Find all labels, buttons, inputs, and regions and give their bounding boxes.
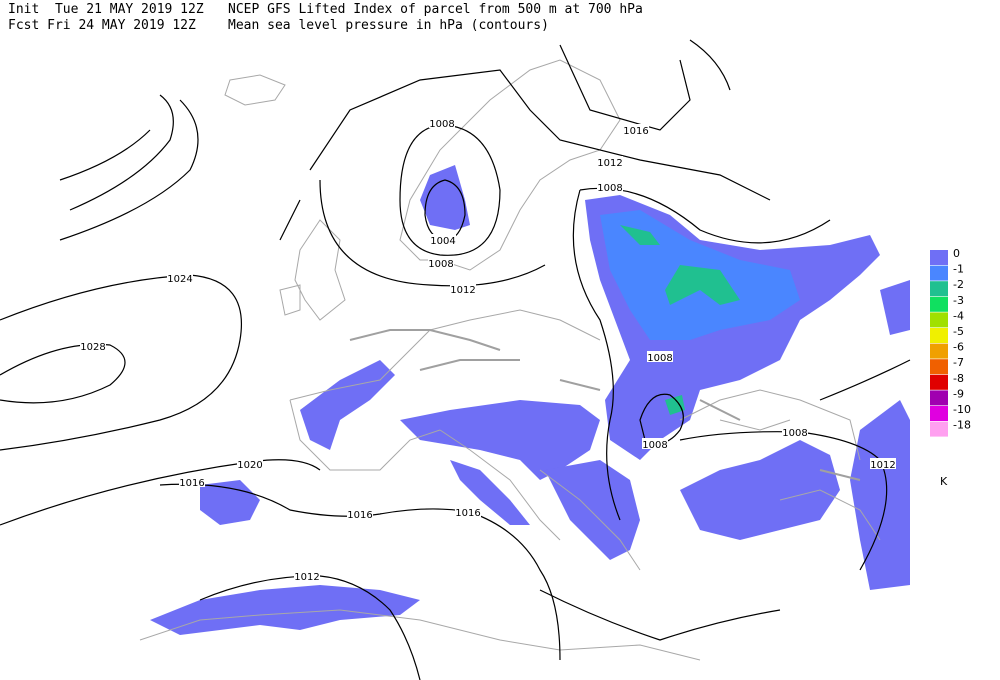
contour-label: 1012 bbox=[597, 158, 622, 169]
area bbox=[680, 440, 840, 540]
forecast-time: Fcst Fri 24 MAY 2019 12Z bbox=[8, 18, 196, 33]
isobar bbox=[559, 44, 691, 131]
legend-unit: K bbox=[940, 475, 948, 488]
isobar bbox=[0, 459, 321, 526]
legend-swatch bbox=[930, 343, 948, 359]
contour-label-bg bbox=[647, 351, 673, 362]
contour-label: 1012 bbox=[294, 572, 319, 583]
coastline bbox=[139, 609, 701, 661]
legend-swatch bbox=[930, 421, 948, 437]
area bbox=[620, 225, 740, 305]
contour-label-bg bbox=[450, 283, 476, 294]
legend-swatch bbox=[930, 312, 948, 328]
legend-label: -18 bbox=[953, 419, 971, 432]
contour-label: 1008 bbox=[642, 440, 667, 451]
legend-label: -4 bbox=[953, 309, 964, 322]
contour-label: 1016 bbox=[179, 478, 204, 489]
contour-label-bg bbox=[429, 117, 455, 128]
legend-swatch bbox=[930, 359, 948, 375]
map-subtitle: Mean sea level pressure in hPa (contours… bbox=[228, 18, 549, 33]
contour-label: 1008 bbox=[429, 119, 454, 130]
contour-label-bg bbox=[597, 156, 623, 167]
contour-label-bg bbox=[642, 438, 668, 449]
isobar bbox=[679, 431, 888, 571]
legend-label: -9 bbox=[953, 387, 964, 400]
isobar bbox=[539, 39, 911, 641]
legend-swatch bbox=[930, 281, 948, 297]
contour-label-bg bbox=[167, 272, 193, 283]
area bbox=[850, 400, 910, 590]
contour-label: 1012 bbox=[450, 285, 475, 296]
contour-label-bg bbox=[455, 506, 481, 517]
coastline bbox=[679, 389, 881, 541]
contour-label-bg bbox=[597, 181, 623, 192]
legend-label: -3 bbox=[953, 294, 964, 307]
isobar bbox=[399, 124, 501, 256]
contour-label-bg bbox=[782, 426, 808, 437]
contour-label: 1008 bbox=[782, 428, 807, 439]
area bbox=[150, 585, 420, 635]
contour-label-bg bbox=[428, 257, 454, 268]
legend-label: -1 bbox=[953, 263, 964, 276]
init-time: Init Tue 21 MAY 2019 12Z bbox=[8, 2, 204, 17]
contour-label: 1016 bbox=[455, 508, 480, 519]
isobar bbox=[59, 94, 199, 241]
legend-swatch bbox=[930, 265, 948, 281]
contour-label-bg bbox=[80, 340, 106, 351]
legend-label: -8 bbox=[953, 372, 964, 385]
terrain-contour bbox=[349, 329, 861, 481]
contour-label: 1028 bbox=[80, 342, 105, 353]
contour-label-bg bbox=[179, 476, 205, 487]
legend-label: -7 bbox=[953, 356, 964, 369]
area bbox=[300, 360, 395, 450]
isobars bbox=[0, 39, 911, 680]
legend: K 0 -1 -2 -3 -4 -5 -6 -7 -8 -9 -10 -18 bbox=[930, 247, 971, 488]
legend-label: -10 bbox=[953, 403, 971, 416]
map-title: NCEP GFS Lifted Index of parcel from 500… bbox=[228, 2, 643, 17]
contour-label: 1012 bbox=[870, 460, 895, 471]
legend-label: -2 bbox=[953, 278, 964, 291]
isobar bbox=[0, 343, 126, 404]
area bbox=[400, 400, 600, 480]
contour-labels: 1016 1012 1008 1004 1008 1012 1008 1024 1028 1008… bbox=[80, 117, 896, 583]
legend-swatch bbox=[930, 374, 948, 390]
contour-label: 1016 bbox=[347, 510, 372, 521]
legend-swatch bbox=[930, 328, 948, 343]
contour-label: 1024 bbox=[167, 274, 192, 285]
contour-label-bg bbox=[294, 570, 320, 581]
lifted-index-areas bbox=[150, 165, 910, 635]
isobar bbox=[159, 483, 561, 661]
area bbox=[450, 460, 530, 525]
contour-label-bg bbox=[237, 458, 263, 469]
area bbox=[665, 395, 685, 415]
contour-label-bg bbox=[430, 234, 456, 245]
isobar bbox=[199, 575, 421, 680]
coastline bbox=[224, 74, 286, 106]
legend-swatch bbox=[930, 250, 948, 265]
isobar bbox=[279, 69, 771, 241]
legend-swatch bbox=[930, 296, 948, 312]
area bbox=[545, 460, 640, 560]
isobar bbox=[0, 274, 242, 451]
contour-label: 1008 bbox=[597, 183, 622, 194]
contour-label: 1020 bbox=[237, 460, 262, 471]
contour-label-bg bbox=[870, 458, 896, 469]
contour-label-bg bbox=[347, 508, 373, 519]
isobar bbox=[319, 179, 546, 287]
contour-label: 1008 bbox=[647, 353, 672, 364]
legend-swatch bbox=[930, 390, 948, 406]
contour-label: 1004 bbox=[430, 236, 455, 247]
area bbox=[880, 280, 910, 335]
legend-label: -5 bbox=[953, 325, 964, 338]
contour-label: 1016 bbox=[623, 126, 648, 137]
legend-label: -6 bbox=[953, 341, 964, 354]
contour-label: 1008 bbox=[428, 259, 453, 270]
legend-swatch bbox=[930, 406, 948, 421]
legend-label: 0 bbox=[953, 247, 960, 260]
coastline bbox=[279, 219, 346, 321]
contour-label-bg bbox=[623, 124, 649, 135]
area bbox=[420, 165, 470, 230]
